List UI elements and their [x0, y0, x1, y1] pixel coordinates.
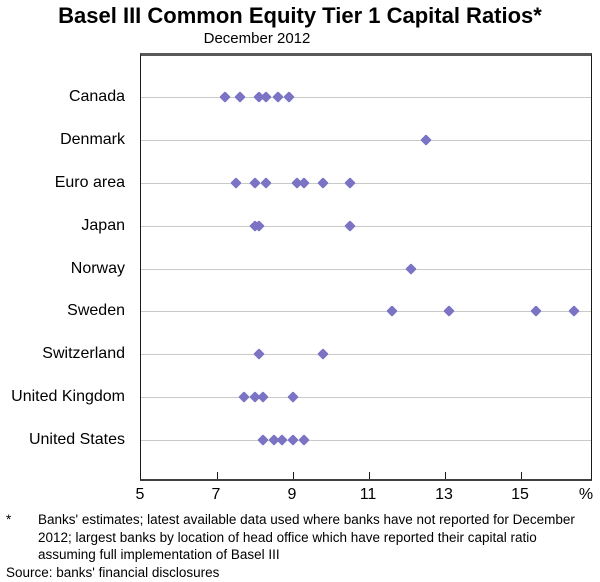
footnote: * Banks' estimates; latest available dat…: [6, 511, 594, 564]
category-label: United States: [28, 431, 125, 448]
data-point-diamond: [287, 434, 299, 446]
data-point-diamond: [234, 91, 246, 103]
x-axis-tick-label: 9: [287, 486, 297, 503]
data-point-diamond: [283, 91, 295, 103]
x-axis-tick-label: 13: [435, 486, 453, 503]
row-gridline: [141, 440, 591, 441]
x-axis-tick: [444, 472, 446, 479]
category-label: Switzerland: [42, 345, 125, 363]
data-point-diamond: [344, 177, 356, 189]
x-axis-tick: [520, 472, 522, 479]
x-axis-tick-label: 5: [135, 486, 145, 503]
data-point-diamond: [386, 305, 398, 318]
data-point-diamond: [298, 434, 311, 446]
row-gridline: [141, 182, 591, 184]
category-label: Canada: [68, 88, 125, 105]
plot-area: [140, 53, 592, 481]
x-axis-tick-label: 15: [511, 486, 529, 503]
row-gridline: [141, 397, 591, 399]
x-axis-tick: [292, 472, 294, 479]
row-gridline: [141, 354, 591, 356]
category-labels: Canada Denmark Euro area Japan Norway Sweden S…: [0, 56, 132, 480]
data-point-diamond: [287, 391, 299, 403]
data-point-diamond: [298, 177, 311, 189]
x-axis-tick: [368, 472, 370, 479]
data-point-diamond: [260, 177, 273, 189]
data-point-diamond: [230, 177, 242, 189]
row-gridline: [141, 139, 591, 141]
data-point-diamond: [260, 91, 273, 103]
source-text: Source: banks' financial disclosures: [6, 565, 220, 580]
data-point-diamond: [443, 305, 455, 318]
data-point-diamond: [253, 348, 265, 360]
data-point-diamond: [249, 177, 261, 189]
data-point-diamond: [405, 262, 417, 275]
row-gridline: [141, 225, 591, 227]
row-gridline: [141, 97, 591, 98]
data-point-diamond: [256, 434, 269, 446]
category-label: United Kingdom: [11, 388, 125, 406]
category-label: Sweden: [67, 302, 125, 320]
data-point-diamond: [530, 305, 542, 318]
x-axis-tick-label: 11: [359, 486, 377, 503]
data-point-diamond: [272, 91, 284, 103]
data-point-diamond: [317, 177, 330, 189]
data-point-diamond: [420, 134, 432, 146]
chart-title: Basel III Common Equity Tier 1 Capital R…: [58, 3, 542, 28]
data-point-diamond: [275, 434, 288, 446]
row-gridline: [141, 268, 591, 270]
category-label: Euro area: [54, 173, 125, 191]
category-label: Denmark: [60, 130, 125, 148]
row-gridline: [141, 311, 591, 313]
footnote-marker: *: [6, 512, 12, 527]
category-label: Norway: [70, 259, 125, 277]
category-label: Japan: [81, 216, 125, 234]
data-point-diamond: [568, 305, 580, 318]
footnote-text: Banks' estimates; latest available data …: [38, 512, 575, 562]
x-axis-labels: 5 7 9 11 13 15%: [136, 486, 600, 508]
data-point-diamond: [344, 219, 356, 232]
data-point-diamond: [237, 391, 250, 403]
data-point-diamond: [317, 348, 330, 360]
data-point-diamond: [256, 391, 269, 403]
data-point-diamond: [218, 91, 231, 103]
x-axis-unit-label: %: [578, 486, 594, 503]
x-axis-tick-label: 7: [211, 486, 221, 503]
chart-subtitle: December 2012: [203, 30, 311, 47]
x-axis-tick: [216, 472, 218, 479]
